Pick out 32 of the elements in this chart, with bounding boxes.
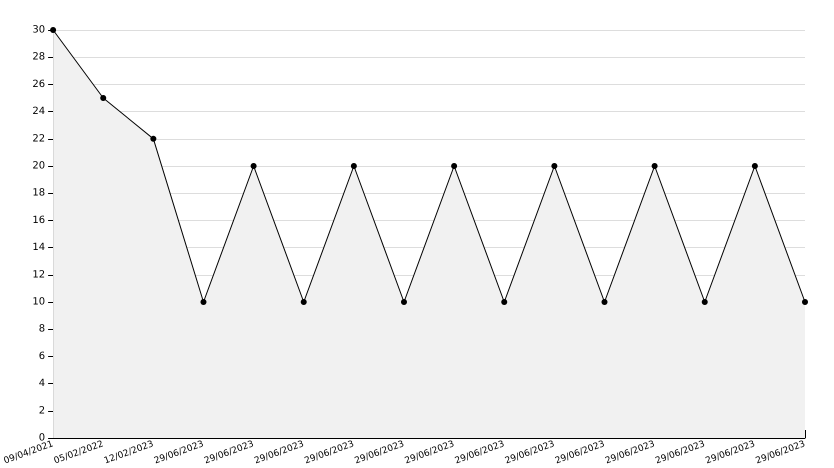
y-tick-label: 22 [32,133,46,144]
point [50,27,56,33]
y-tick-label: 0 [38,432,46,444]
point [752,163,758,169]
y-tick-label: 18 [32,188,46,199]
y-tick-label: 8 [38,324,46,335]
y-tick-label: 10 [32,296,46,308]
y-tick-label: 4 [38,378,46,390]
point [551,163,558,169]
point [150,136,156,142]
point [250,163,257,169]
y-tick-label: 14 [32,242,46,254]
point [451,163,458,169]
point [652,163,658,169]
point [300,299,307,305]
y-tick-label: 16 [32,214,46,226]
point [200,299,206,305]
point [802,299,808,305]
y-tick-label: 2 [38,405,46,416]
point [702,299,708,305]
y-tick-label: 20 [32,160,46,172]
point [400,299,407,305]
y-tick-label: 28 [32,52,46,63]
point [602,299,608,305]
point [100,95,106,101]
point [350,163,357,169]
y-tick-label: 26 [32,78,46,90]
y-tick-label: 24 [32,106,46,118]
point [501,299,508,305]
y-tick-label: 12 [32,269,46,280]
y-tick-label: 6 [38,350,46,362]
y-tick-label: 30 [32,24,46,36]
